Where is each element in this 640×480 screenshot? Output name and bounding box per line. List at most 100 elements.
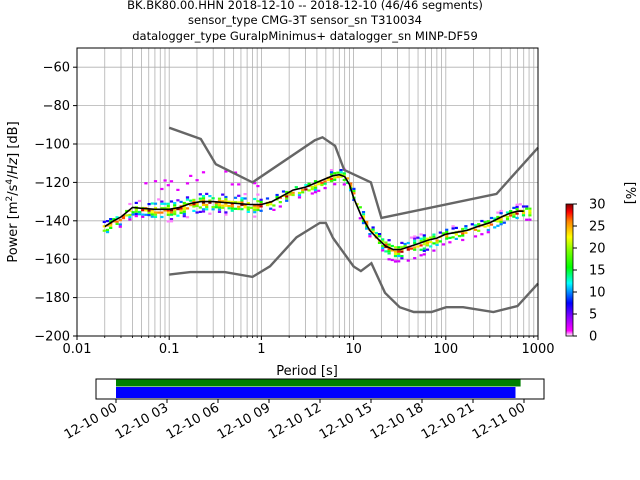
histogram-cell — [528, 214, 532, 217]
histogram-cell — [243, 193, 247, 196]
histogram-cell — [201, 199, 206, 202]
histogram-cell — [173, 210, 177, 213]
histogram-cell — [147, 203, 151, 206]
histogram-cell — [413, 237, 417, 240]
histogram-cell — [435, 241, 439, 244]
histogram-cell — [237, 207, 241, 211]
histogram-cell — [109, 224, 113, 227]
histogram-cell — [198, 210, 202, 213]
histogram-cell — [381, 247, 385, 250]
histogram-cell — [147, 214, 151, 217]
histogram-cell — [134, 201, 138, 204]
histogram-cell — [153, 211, 158, 214]
histogram-cell — [246, 202, 250, 205]
histogram-cell — [240, 203, 244, 206]
histogram-cell — [102, 229, 106, 232]
histogram-cell — [387, 243, 391, 246]
histogram-cell — [105, 228, 110, 231]
histogram-cell — [166, 207, 170, 210]
histogram-cell — [387, 258, 391, 261]
histogram-cell — [422, 234, 426, 237]
histogram-cell — [406, 259, 410, 262]
histogram-cell — [499, 212, 503, 215]
histogram-cell — [233, 201, 238, 204]
nlnm-curve — [169, 221, 539, 314]
histogram-cell — [419, 254, 423, 257]
x-tick-label: 10 — [345, 342, 362, 357]
histogram-cell — [224, 200, 228, 203]
histogram-cell — [509, 214, 513, 217]
histogram-cell — [499, 209, 503, 213]
histogram-cell — [381, 244, 385, 248]
plot-background — [77, 48, 538, 336]
histogram-cell — [173, 204, 177, 207]
x-tick-label: 100 — [433, 342, 458, 357]
histogram-cell — [179, 207, 183, 210]
histogram-cell — [166, 213, 170, 216]
histogram-cell — [144, 209, 148, 212]
histogram-cell — [198, 206, 202, 209]
histogram-cell — [390, 244, 394, 248]
histogram-cell — [413, 257, 417, 260]
histogram-cell — [237, 194, 241, 197]
histogram-cell — [259, 200, 263, 204]
histogram-cell — [422, 253, 426, 256]
histogram-cell — [422, 238, 426, 241]
histogram-cell — [144, 182, 148, 185]
histogram-cell — [230, 207, 234, 210]
histogram-cell — [112, 218, 116, 221]
histogram-cell — [182, 208, 186, 211]
histogram-cell — [144, 213, 148, 216]
histogram-cell — [169, 209, 174, 212]
histogram-cell — [480, 219, 484, 223]
histogram-cell — [201, 208, 206, 211]
histogram-cell — [192, 209, 196, 212]
colorbar-tick-label: 20 — [589, 242, 606, 257]
histogram-cell — [406, 241, 410, 245]
x-axis-ticks: 0.01 0.1 1 10 100 1000 — [63, 336, 555, 357]
histogram-cell — [502, 221, 506, 224]
histogram-cell — [150, 209, 154, 212]
histogram-cell — [313, 188, 318, 192]
histogram-cell — [201, 197, 206, 200]
histogram-cell — [153, 213, 158, 216]
histogram-cell — [336, 176, 340, 179]
y-axis-ticks: −200 −180 −160 −140 −120 −100 −80 −60 — [34, 61, 77, 345]
histogram-cell — [419, 237, 423, 240]
histogram-cell — [105, 220, 110, 223]
histogram-cell — [275, 196, 279, 199]
histogram-cell — [211, 208, 215, 211]
histogram-cell — [464, 231, 468, 234]
y-tick-label: −140 — [34, 214, 70, 229]
histogram-cell — [253, 206, 257, 209]
histogram-cell — [422, 247, 426, 250]
histogram-cell — [505, 215, 510, 218]
histogram-cell — [217, 197, 222, 200]
histogram-cell — [169, 200, 174, 203]
timeline-tick-label: 12-10 21 — [419, 400, 477, 442]
histogram-cell — [153, 215, 158, 218]
histogram-cell — [153, 207, 158, 210]
histogram-cell — [195, 179, 199, 182]
histogram-cell — [326, 179, 330, 182]
histogram-cell — [429, 240, 433, 244]
histogram-cell — [166, 211, 170, 214]
histogram-cell — [486, 231, 490, 234]
histogram-cell — [464, 227, 468, 230]
histogram-cell — [185, 198, 190, 201]
histogram-cell — [304, 183, 308, 187]
x-tick-label: 0.1 — [159, 342, 180, 357]
histogram-cell — [166, 220, 170, 223]
histogram-cell — [272, 204, 276, 207]
histogram-cell — [297, 194, 302, 197]
histogram-cell — [134, 210, 138, 213]
histogram-cell — [128, 213, 132, 217]
histogram-cell — [432, 249, 436, 252]
histogram-cell — [432, 233, 436, 236]
histogram-cell — [221, 200, 225, 203]
coverage-bar-blue — [116, 387, 516, 398]
histogram-cell — [230, 203, 234, 206]
histogram-cell — [160, 211, 164, 214]
histogram-cell — [201, 195, 206, 198]
histogram-cell — [400, 241, 404, 244]
